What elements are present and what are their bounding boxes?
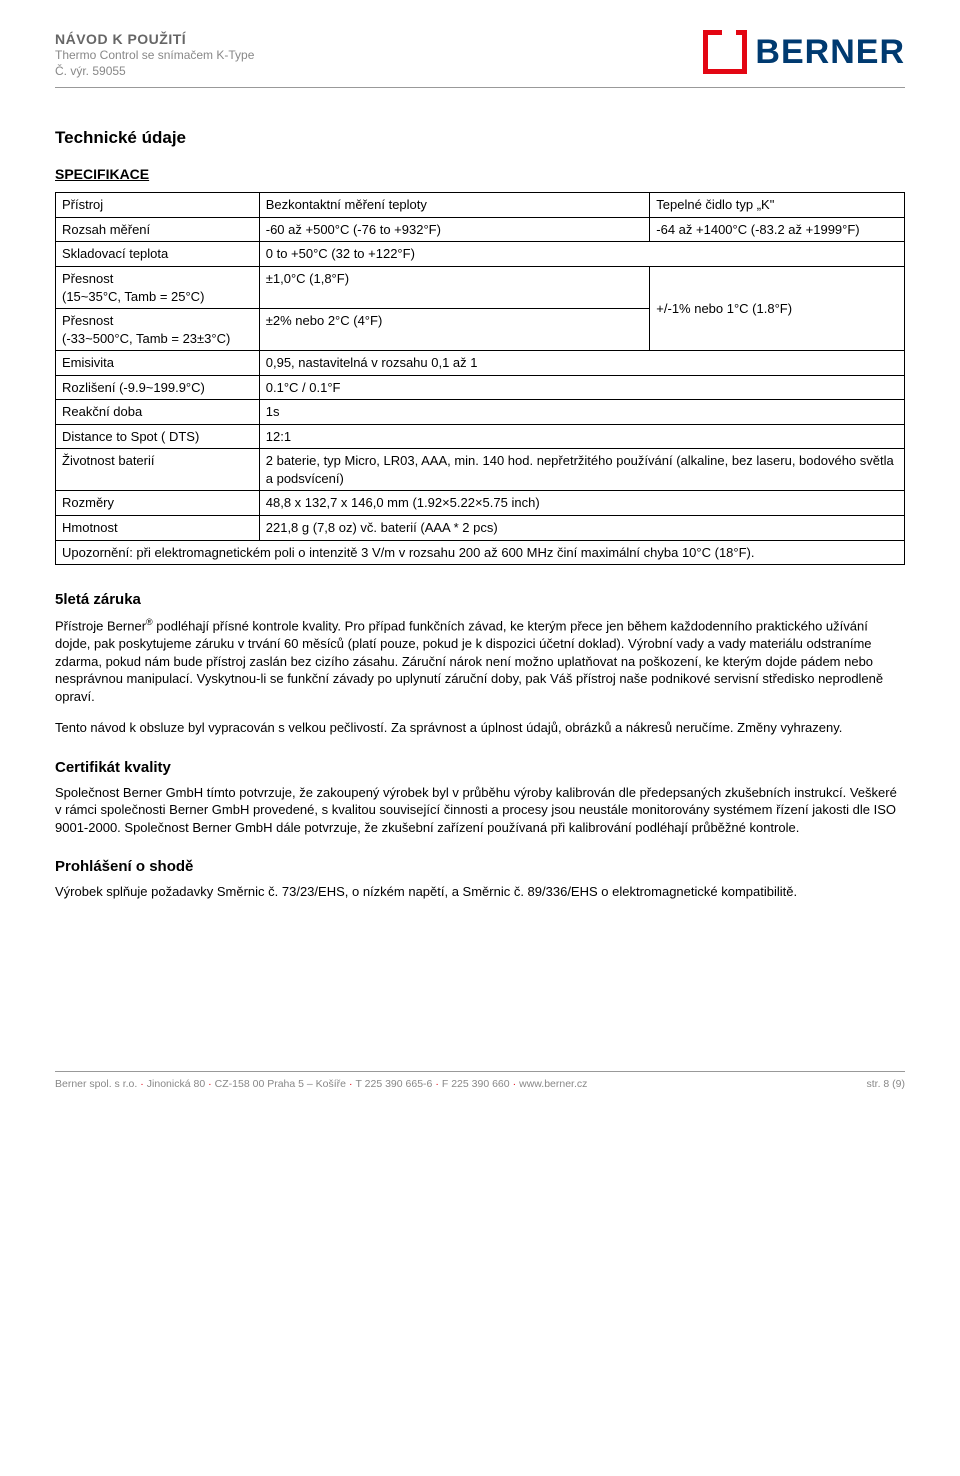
footer-address: Jinonická 80 — [147, 1078, 205, 1090]
table-row: Rozsah měření -60 až +500°C (-76 to +932… — [56, 217, 905, 242]
doc-title: NÁVOD K POUŽITÍ — [55, 30, 254, 48]
footer-left: Berner spol. s r.o.·Jinonická 80·CZ-158 … — [55, 1078, 587, 1090]
table-row: Distance to Spot ( DTS) 12:1 — [56, 424, 905, 449]
declaration-heading: Prohlášení o shodě — [55, 858, 905, 875]
table-row: Přesnost (15~35°C, Tamb = 25°C) ±1,0°C (… — [56, 267, 905, 309]
cell-value: 48,8 x 132,7 x 146,0 mm (1.92×5.22×5.75 … — [259, 491, 904, 516]
declaration-p1: Výrobek splňuje požadavky Směrnic č. 73/… — [55, 883, 905, 901]
cell-value: 1s — [259, 400, 904, 425]
cell-label: Skladovací teplota — [56, 242, 260, 267]
dot-icon: · — [208, 1078, 212, 1090]
dot-icon: · — [435, 1078, 439, 1090]
cell-label: Rozsah měření — [56, 217, 260, 242]
cell-label: Přístroj — [56, 193, 260, 218]
cell-label: Emisivita — [56, 351, 260, 376]
dot-icon: · — [140, 1078, 144, 1090]
spec-heading: SPECIFIKACE — [55, 166, 905, 182]
footer-page: str. 8 (9) — [866, 1078, 905, 1090]
cell-value: -60 až +500°C (-76 to +932°F) — [259, 217, 650, 242]
table-row: Emisivita 0,95, nastavitelná v rozsahu 0… — [56, 351, 905, 376]
cell-label: Přesnost (-33~500°C, Tamb = 23±3°C) — [56, 309, 260, 351]
header-divider — [55, 87, 905, 88]
table-row: Hmotnost 221,8 g (7,8 oz) vč. baterií (A… — [56, 516, 905, 541]
footer-web: www.berner.cz — [519, 1078, 587, 1090]
cell-value: 221,8 g (7,8 oz) vč. baterií (AAA * 2 pc… — [259, 516, 904, 541]
cell-label: Distance to Spot ( DTS) — [56, 424, 260, 449]
footer-fax: F 225 390 660 — [442, 1078, 510, 1090]
logo-text: BERNER — [755, 33, 905, 72]
warranty-p1a: Přístroje Berner — [55, 618, 146, 633]
table-row: Rozlišení (-9.9~199.9°C) 0.1°C / 0.1°F — [56, 375, 905, 400]
table-row: Upozornění: při elektromagnetickém poli … — [56, 540, 905, 565]
header-left: NÁVOD K POUŽITÍ Thermo Control se snímač… — [55, 30, 254, 79]
footer-postal: CZ-158 00 Praha 5 – Košíře — [215, 1078, 346, 1090]
cell-value: -64 až +1400°C (-83.2 až +1999°F) — [650, 217, 905, 242]
cell-label: Přesnost (15~35°C, Tamb = 25°C) — [56, 267, 260, 309]
section-title: Technické údaje — [55, 128, 905, 148]
footer-company: Berner spol. s r.o. — [55, 1078, 137, 1090]
cell-value: 0.1°C / 0.1°F — [259, 375, 904, 400]
cell-value: ±2% nebo 2°C (4°F) — [259, 309, 650, 351]
warranty-heading: 5letá záruka — [55, 591, 905, 608]
product-code-value: 59055 — [92, 64, 125, 78]
cell-value: 12:1 — [259, 424, 904, 449]
page-footer: Berner spol. s r.o.·Jinonická 80·CZ-158 … — [55, 1078, 905, 1090]
spec-table: Přístroj Bezkontaktní měření teploty Tep… — [55, 192, 905, 565]
cell-value: 0,95, nastavitelná v rozsahu 0,1 až 1 — [259, 351, 904, 376]
footer-divider — [55, 1071, 905, 1072]
doc-product-code: Č. výr. 59055 — [55, 64, 254, 80]
table-row: Skladovací teplota 0 to +50°C (32 to +12… — [56, 242, 905, 267]
quality-p1: Společnost Berner GmbH tímto potvrzuje, … — [55, 784, 905, 837]
cell-value: Bezkontaktní měření teploty — [259, 193, 650, 218]
table-note: Upozornění: při elektromagnetickém poli … — [56, 540, 905, 565]
table-row: Rozměry 48,8 x 132,7 x 146,0 mm (1.92×5.… — [56, 491, 905, 516]
reg-mark: ® — [146, 617, 153, 627]
logo-mark-icon — [703, 30, 747, 74]
cell-value: Tepelné čidlo typ „K" — [650, 193, 905, 218]
cell-value: +/-1% nebo 1°C (1.8°F) — [650, 267, 905, 351]
brand-logo: BERNER — [703, 30, 905, 74]
cell-label: Životnost baterií — [56, 449, 260, 491]
table-row: Reakční doba 1s — [56, 400, 905, 425]
cell-value: ±1,0°C (1,8°F) — [259, 267, 650, 309]
dot-icon: · — [349, 1078, 353, 1090]
quality-heading: Certifikát kvality — [55, 759, 905, 776]
table-row: Přístroj Bezkontaktní měření teploty Tep… — [56, 193, 905, 218]
cell-label: Hmotnost — [56, 516, 260, 541]
warranty-p1b: podléhají přísné kontrole kvality. Pro p… — [55, 618, 883, 703]
dot-icon: · — [513, 1078, 517, 1090]
cell-label: Reakční doba — [56, 400, 260, 425]
cell-label: Rozměry — [56, 491, 260, 516]
page-header: NÁVOD K POUŽITÍ Thermo Control se snímač… — [55, 30, 905, 79]
table-row: Životnost baterií 2 baterie, typ Micro, … — [56, 449, 905, 491]
footer-phone: T 225 390 665-6 — [356, 1078, 433, 1090]
product-code-label: Č. výr. — [55, 64, 89, 78]
cell-label: Rozlišení (-9.9~199.9°C) — [56, 375, 260, 400]
cell-value: 2 baterie, typ Micro, LR03, AAA, min. 14… — [259, 449, 904, 491]
warranty-p1: Přístroje Berner® podléhají přísné kontr… — [55, 616, 905, 705]
cell-value: 0 to +50°C (32 to +122°F) — [259, 242, 904, 267]
warranty-p2: Tento návod k obsluze byl vypracován s v… — [55, 719, 905, 737]
doc-subtitle: Thermo Control se snímačem K-Type — [55, 48, 254, 64]
